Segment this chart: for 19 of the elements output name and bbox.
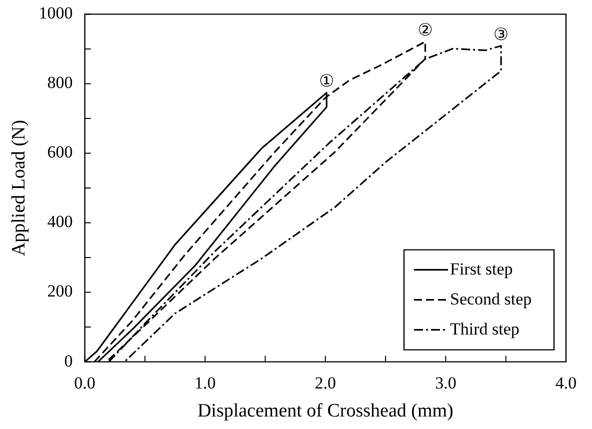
y-tick-label: 200	[47, 282, 73, 301]
y-tick-label: 400	[47, 212, 73, 232]
x-tick-label: 1.0	[194, 373, 216, 392]
x-axis-title: Displacement of Crosshead (mm)	[197, 400, 454, 422]
y-tick-label: 600	[47, 142, 73, 162]
legend-label: Second step	[450, 289, 532, 308]
annotation: ③	[493, 24, 509, 44]
legend-label: Third step	[450, 319, 520, 338]
annotation: ②	[418, 20, 433, 40]
x-tick-label: 0.0	[74, 373, 96, 392]
y-tick-label: 800	[47, 73, 73, 92]
y-tick-label: 1000	[38, 4, 73, 23]
x-tick-label: 3.0	[435, 373, 456, 392]
annotation: ①	[318, 72, 334, 91]
y-tick-label: 0	[64, 351, 73, 370]
x-tick-label: 4.0	[555, 373, 577, 392]
y-axis-title: Applied Load (N)	[8, 120, 30, 256]
x-tick-label: 2.0	[314, 373, 336, 392]
legend-label: First step	[450, 259, 513, 278]
